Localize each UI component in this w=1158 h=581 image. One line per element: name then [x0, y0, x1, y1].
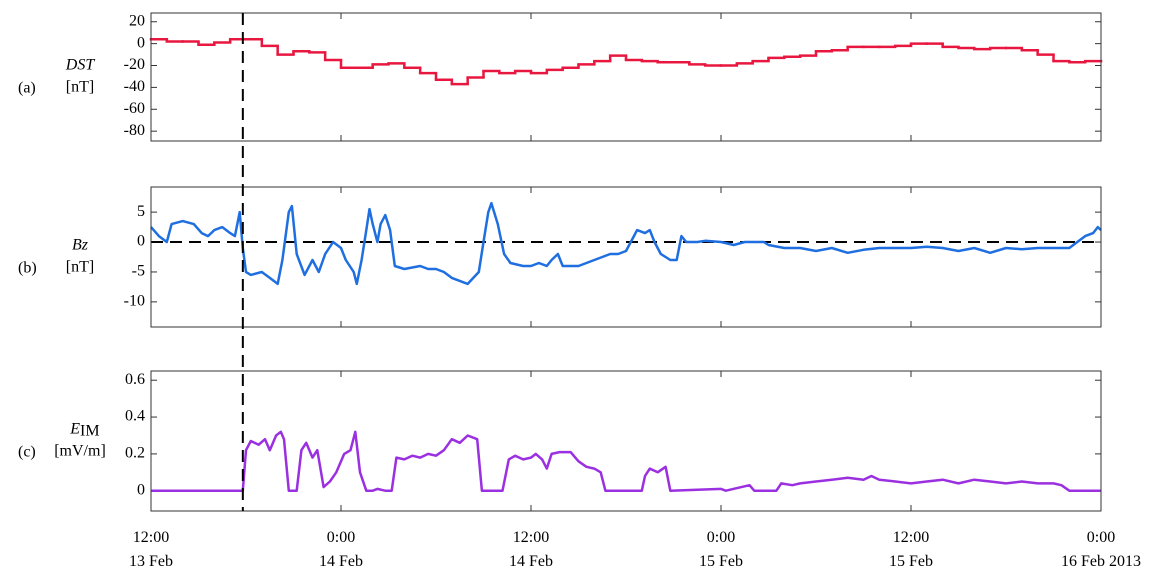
plot-frame — [150, 186, 1102, 328]
y-tick-label: 0.6 — [125, 371, 145, 388]
data-line — [150, 201, 1102, 286]
x-tick-label: 0:00 15 Feb — [699, 529, 743, 570]
y-axis-unit: [mV/m] — [54, 443, 106, 460]
y-axis-label: E — [69, 421, 80, 438]
y-axis-unit: [nT] — [66, 79, 94, 96]
y-tick-label: -40 — [124, 78, 145, 95]
x-tick-label: 12:00 14 Feb — [509, 529, 553, 570]
y-tick-label: 0.4 — [125, 408, 145, 425]
y-tick-label: -5 — [132, 263, 145, 280]
y-axis-label-sub: IM — [80, 423, 100, 440]
x-tick-label: 12:00 15 Feb — [889, 529, 933, 570]
y-axis-unit: [nT] — [66, 259, 94, 276]
plot-frame — [150, 370, 1102, 512]
y-tick-label: 0 — [137, 481, 145, 498]
panel-label: (a) — [18, 80, 36, 97]
y-tick-label: 5 — [137, 203, 145, 220]
y-tick-label: -10 — [124, 293, 145, 310]
y-tick-label: 0 — [137, 233, 145, 250]
y-tick-label: 20 — [129, 12, 145, 29]
y-axis-label: DST — [65, 57, 96, 74]
y-tick-label: -20 — [124, 56, 145, 73]
x-tick-label: 0:00 14 Feb — [319, 529, 363, 570]
y-axis-label: Bz — [72, 237, 89, 254]
x-tick-label: 0:00 16 Feb 2013 — [1061, 529, 1141, 570]
y-tick-label: 0 — [137, 34, 145, 51]
y-tick-label: -80 — [124, 122, 145, 139]
x-tick-label: 12:00 13 Feb — [129, 529, 173, 570]
panel-label: (c) — [18, 444, 36, 461]
y-tick-label: 0.2 — [125, 445, 145, 462]
data-line — [151, 430, 1101, 492]
plot-frame — [150, 12, 1102, 142]
panel-label: (b) — [18, 260, 37, 277]
y-tick-label: -60 — [124, 100, 145, 117]
